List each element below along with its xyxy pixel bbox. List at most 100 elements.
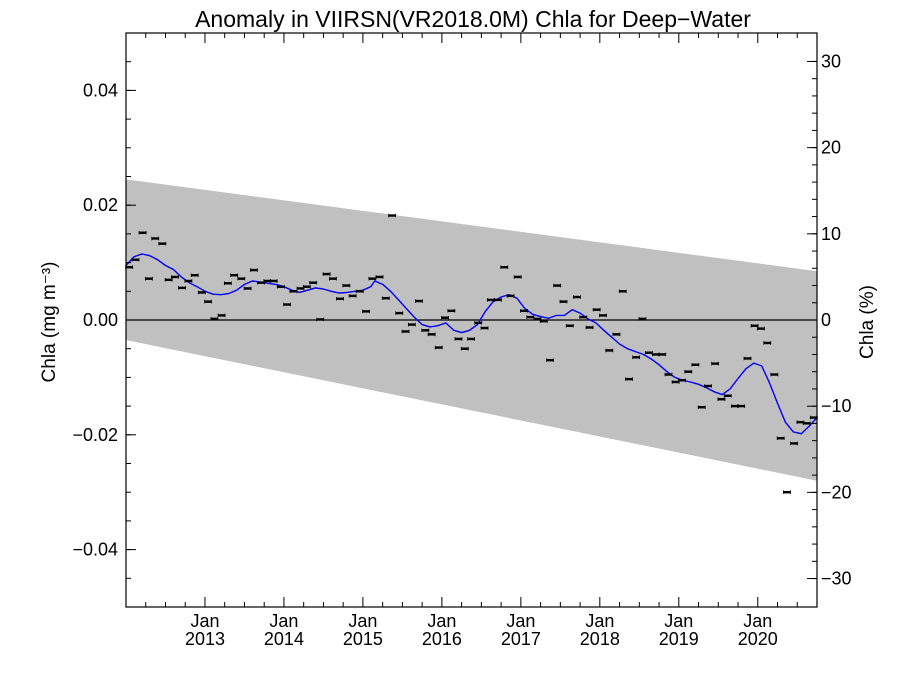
data-point <box>434 345 443 350</box>
data-point <box>460 346 469 351</box>
data-point <box>717 397 726 402</box>
data-point <box>480 326 489 330</box>
data-point <box>171 275 179 279</box>
y-left-tick-label: −0.04 <box>72 540 118 560</box>
data-point <box>592 307 601 312</box>
data-point <box>441 315 449 320</box>
data-point <box>415 299 423 303</box>
data-point <box>454 337 463 341</box>
y-right-tick-label: 20 <box>821 138 841 158</box>
data-point <box>691 362 700 367</box>
y-axis-left-label: Chla (mg m⁻³) <box>39 262 60 383</box>
data-point <box>210 317 219 321</box>
data-point <box>145 276 153 281</box>
chart-title: Anomaly in VIIRSN(VR2018.0M) Chla for De… <box>195 6 751 32</box>
uncertainty-band-layer <box>126 179 817 481</box>
data-point <box>763 341 772 345</box>
data-point <box>664 372 673 377</box>
data-point <box>632 355 641 360</box>
data-point <box>723 393 732 398</box>
data-point <box>467 337 476 341</box>
data-point <box>618 289 627 294</box>
data-point <box>737 404 746 408</box>
data-point <box>336 296 344 301</box>
data-point <box>223 281 232 286</box>
y-axis-right-label: Chla (%) <box>857 285 878 359</box>
data-point <box>612 332 621 337</box>
smoothed-line-layer <box>125 253 818 435</box>
data-point <box>704 384 712 388</box>
monthly-points-layer <box>125 213 818 494</box>
data-point <box>164 278 173 282</box>
data-point <box>217 313 226 318</box>
data-point <box>776 436 785 441</box>
y-left-tick-label: 0.02 <box>83 195 118 215</box>
data-point <box>474 321 483 325</box>
data-point <box>151 236 160 241</box>
data-point <box>309 280 318 285</box>
x-tick-year-label: 2019 <box>659 629 699 649</box>
y-right-tick-label: −30 <box>821 569 852 589</box>
data-point <box>678 378 686 383</box>
data-point <box>427 332 436 337</box>
x-tick-month-label: Jan <box>506 611 535 631</box>
y-left-tick-label: 0.00 <box>83 310 118 330</box>
x-tick-year-label: 2013 <box>185 629 225 649</box>
data-point <box>342 283 351 288</box>
data-point <box>520 309 528 313</box>
tick-marks-layer <box>126 32 817 608</box>
x-tick-year-label: 2017 <box>501 629 541 649</box>
data-point <box>250 268 258 272</box>
data-point <box>585 325 594 330</box>
data-point <box>230 273 239 278</box>
data-point <box>362 309 370 314</box>
y-right-tick-label: −20 <box>821 482 852 502</box>
x-tick-month-label: Jan <box>269 611 298 631</box>
y-left-tick-label: −0.02 <box>72 425 118 445</box>
data-point <box>553 283 562 288</box>
data-point <box>539 319 548 323</box>
data-point <box>506 294 515 298</box>
data-point <box>447 309 456 313</box>
data-point <box>329 276 337 281</box>
data-point <box>283 302 292 307</box>
x-tick-month-label: Jan <box>190 611 219 631</box>
data-point <box>494 298 502 302</box>
data-point <box>138 230 147 235</box>
data-point <box>381 296 390 300</box>
data-point <box>500 265 509 269</box>
y-left-tick-label: 0.04 <box>83 80 118 100</box>
data-point <box>395 311 404 315</box>
y-right-tick-label: 10 <box>821 224 841 244</box>
x-tick-year-label: 2020 <box>738 629 778 649</box>
data-point <box>158 241 167 246</box>
data-point <box>513 275 522 279</box>
data-point <box>322 272 331 276</box>
data-point <box>579 315 588 319</box>
data-point <box>790 441 798 446</box>
x-tick-year-label: 2016 <box>422 629 462 649</box>
data-point <box>302 284 311 289</box>
data-point <box>237 276 246 281</box>
smoothed-series-line <box>125 253 818 435</box>
data-point <box>269 279 278 283</box>
tick-labels-layer: 0.04 0.02 0.00 −0.02 −0.04 30 20 10 0 −10 −20 −30 Ja… <box>72 51 851 649</box>
data-point <box>243 286 252 291</box>
y-right-tick-label: 30 <box>821 51 841 71</box>
data-point <box>407 322 416 327</box>
x-tick-month-label: Jan <box>585 611 614 631</box>
data-point <box>375 275 384 279</box>
data-point <box>783 490 791 494</box>
y-right-tick-label: 0 <box>821 310 831 330</box>
data-point <box>573 295 581 299</box>
data-point <box>605 348 614 353</box>
data-point <box>625 377 633 381</box>
data-point <box>184 279 193 283</box>
data-point <box>770 372 779 377</box>
data-point <box>802 421 811 426</box>
data-point <box>546 358 554 362</box>
data-point <box>559 299 568 304</box>
data-point <box>421 328 430 333</box>
x-tick-month-label: Jan <box>348 611 377 631</box>
x-tick-year-label: 2014 <box>264 629 304 649</box>
